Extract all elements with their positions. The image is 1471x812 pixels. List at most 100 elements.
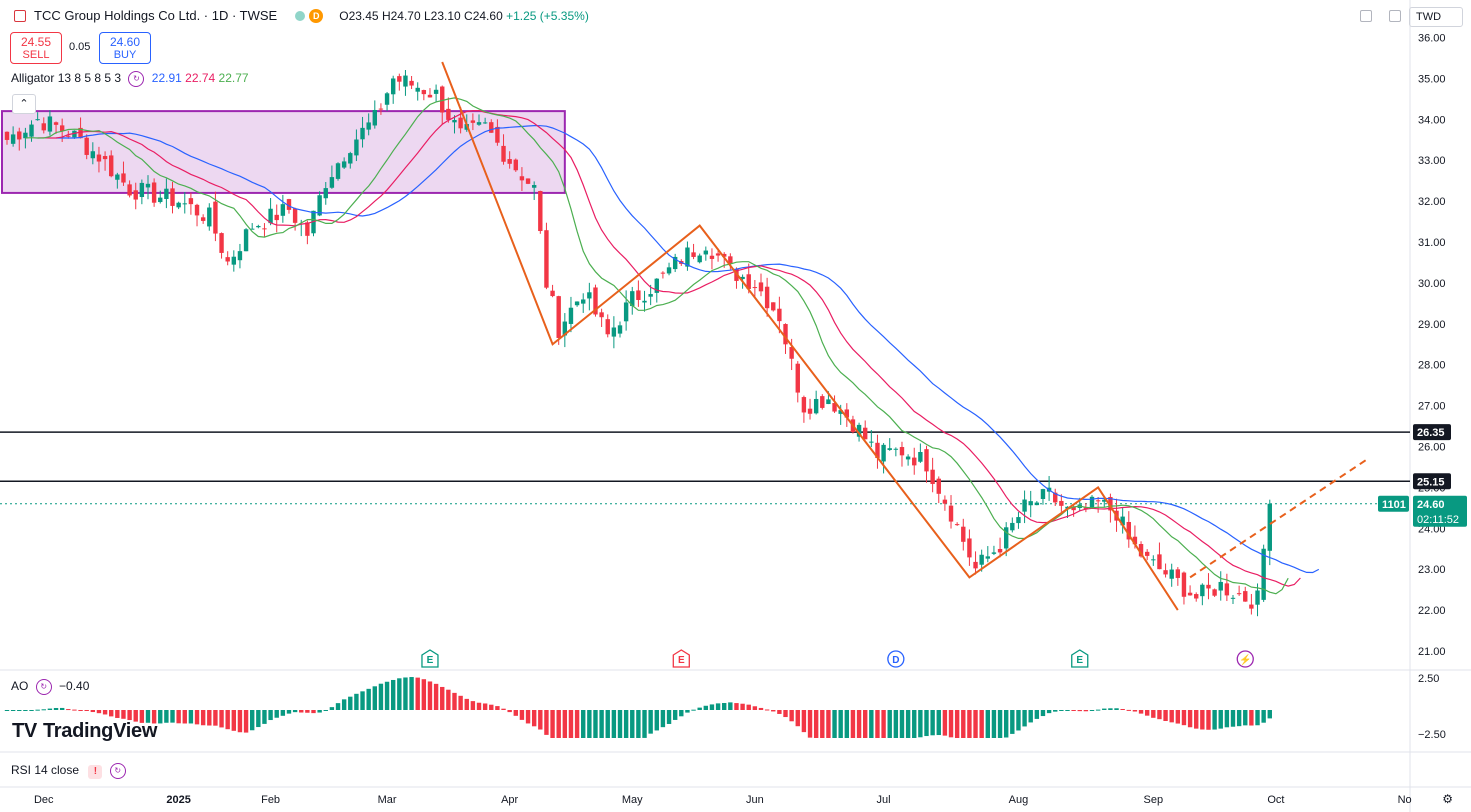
ao-bar (685, 710, 690, 713)
symbol-header[interactable]: TCC Group Holdings Co Ltd. · 1D · TWSE D… (14, 8, 589, 23)
rsi-alert-icon[interactable]: ! (88, 765, 103, 780)
ao-bar (35, 709, 40, 711)
ao-bar (1010, 710, 1015, 734)
ao-bar (145, 710, 151, 723)
candle-body (1034, 502, 1040, 506)
candle-body (256, 225, 261, 228)
ao-bar (66, 709, 71, 711)
ao-bar (501, 708, 506, 710)
candle-body (875, 442, 880, 458)
x-tick-label: Jun (746, 794, 764, 806)
candle-body (1169, 569, 1174, 579)
ao-bar (623, 710, 629, 738)
ao-bar (672, 710, 678, 720)
ao-bar (666, 710, 672, 724)
ao-bar (311, 710, 316, 714)
ao-bar (924, 710, 929, 737)
collapse-button[interactable]: ⌃ (12, 94, 36, 114)
candle-body (121, 173, 126, 183)
candle-body (470, 120, 476, 123)
ao-bar (1138, 710, 1144, 714)
ao-bar (538, 710, 543, 730)
ao-bar (384, 681, 390, 710)
candle-body (72, 130, 77, 138)
ao-bar (1249, 710, 1254, 726)
ao-bar (881, 710, 886, 738)
ao-bar (360, 691, 365, 710)
volume-tag: 1101 (1382, 499, 1406, 511)
sell-button[interactable]: 24.55 SELL (10, 32, 62, 64)
ao-legend[interactable]: AO ↻ −0.40 (11, 679, 90, 695)
x-tick-label: Mar (378, 794, 397, 806)
ao-bar (961, 710, 966, 738)
candle-body (979, 554, 984, 565)
fullscreen-icon[interactable] (1389, 10, 1401, 22)
symbol-title[interactable]: TCC Group Holdings Co Ltd. · 1D · TWSE (34, 8, 278, 23)
ao-bar (250, 710, 255, 731)
y-tick-label: 29.00 (1418, 319, 1446, 331)
candle-body (722, 253, 727, 257)
data-badge: D (309, 8, 324, 23)
trend-projection-line (1189, 457, 1369, 579)
candle-body (1163, 570, 1168, 575)
snapshot-icon[interactable] (1360, 10, 1372, 22)
ao-bar (133, 710, 138, 722)
rsi-legend[interactable]: RSI 14 close ! ↻ (11, 763, 130, 780)
ao-bar (317, 710, 322, 713)
candle-body (574, 301, 580, 306)
ao-bar (237, 710, 243, 733)
ao-bar (1187, 710, 1193, 728)
candle-body (274, 214, 279, 221)
candle-body (4, 131, 10, 140)
ao-bar (544, 710, 549, 735)
ao-cycle-icon[interactable]: ↻ (35, 679, 52, 695)
candle-body (1230, 597, 1236, 599)
ao-bar (979, 710, 984, 738)
candle-body (697, 255, 702, 263)
event-marker-label: D (892, 655, 899, 666)
market-status-icon (295, 10, 306, 21)
y-tick-label: 35.00 (1418, 73, 1446, 85)
alligator-jaw-line (55, 124, 1320, 574)
ao-bar (262, 710, 267, 724)
ao-bar (341, 699, 347, 710)
candle-body (262, 228, 267, 230)
candle-body (746, 274, 751, 289)
candle-body (562, 321, 568, 336)
ao-bar (905, 710, 911, 738)
candle-body (286, 199, 292, 210)
candle-body (176, 202, 181, 208)
candle-body (1249, 604, 1254, 609)
ao-bar (470, 701, 476, 710)
ao-bar (679, 710, 684, 717)
candle-body (654, 278, 659, 293)
settings-gear-icon[interactable]: ⚙ (1442, 792, 1453, 806)
candle-body (1175, 569, 1181, 578)
currency-selector[interactable]: TWD (1409, 7, 1463, 27)
candle-body (335, 163, 341, 179)
ao-bar (23, 710, 28, 711)
ao-bar (489, 704, 494, 710)
settings-cycle-icon[interactable]: ↻ (128, 71, 145, 87)
ao-bar (4, 710, 10, 711)
candle-body (501, 145, 506, 162)
ohlc-values: O23.45 H24.70 L23.10 C24.60 +1.25 (+5.35… (339, 8, 589, 23)
ao-bar (887, 710, 892, 738)
level-label-low-bg (1413, 473, 1451, 490)
candle-body (1108, 496, 1113, 511)
ao-bar (807, 710, 813, 738)
rsi-cycle-icon[interactable]: ↻ (109, 763, 126, 779)
ao-bar (127, 710, 132, 721)
ao-bar (605, 710, 610, 738)
ao-bar (299, 710, 304, 713)
y-tick-label: 30.00 (1418, 278, 1446, 290)
alligator-legend[interactable]: Alligator 13 8 5 8 5 3 ↻ 22.91 22.74 22.… (11, 71, 249, 87)
candle-body (164, 188, 169, 199)
buy-button[interactable]: 24.60 BUY (99, 32, 151, 64)
candle-body (1053, 492, 1058, 503)
candle-body (329, 177, 335, 188)
ao-bar (648, 710, 653, 734)
candle-body (1016, 517, 1021, 524)
candle-body (789, 347, 794, 359)
